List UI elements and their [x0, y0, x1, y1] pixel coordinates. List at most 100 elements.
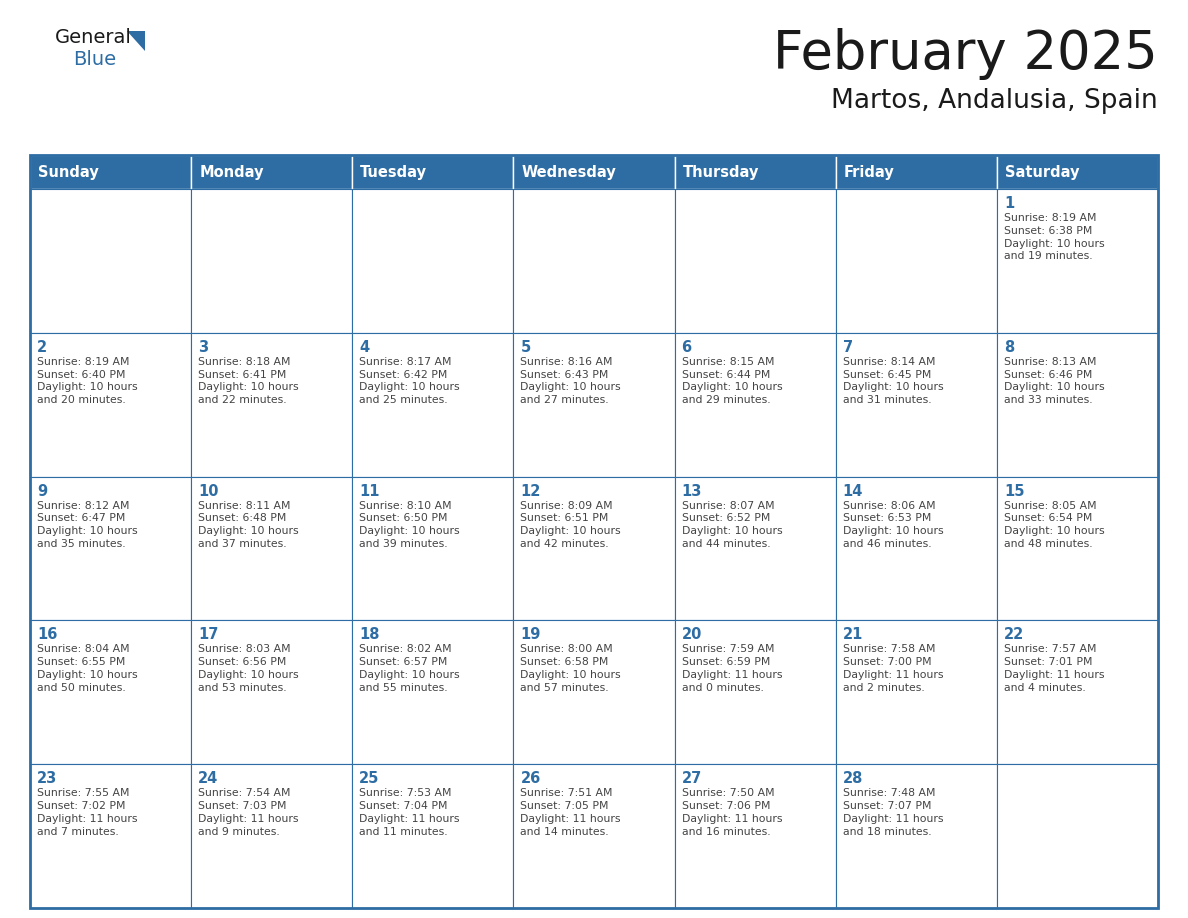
Text: Friday: Friday [843, 164, 895, 180]
Bar [30, 764, 191, 908]
Text: Sunrise: 7:54 AM
Sunset: 7:03 PM
Daylight: 11 hours
and 9 minutes.: Sunrise: 7:54 AM Sunset: 7:03 PM Dayligh… [198, 789, 298, 836]
Bar [675, 764, 835, 908]
Text: Sunrise: 7:57 AM
Sunset: 7:01 PM
Daylight: 11 hours
and 4 minutes.: Sunrise: 7:57 AM Sunset: 7:01 PM Dayligh… [1004, 644, 1105, 693]
Bar [835, 333, 997, 476]
Text: Sunrise: 8:19 AM
Sunset: 6:40 PM
Daylight: 10 hours
and 20 minutes.: Sunrise: 8:19 AM Sunset: 6:40 PM Dayligh… [37, 357, 138, 405]
Text: February 2025: February 2025 [773, 28, 1158, 80]
Text: 27: 27 [682, 771, 702, 786]
Text: Sunrise: 7:53 AM
Sunset: 7:04 PM
Daylight: 11 hours
and 11 minutes.: Sunrise: 7:53 AM Sunset: 7:04 PM Dayligh… [359, 789, 460, 836]
Text: Martos, Andalusia, Spain: Martos, Andalusia, Spain [832, 88, 1158, 114]
Text: 22: 22 [1004, 627, 1024, 643]
Text: 3: 3 [198, 340, 208, 354]
Text: Wednesday: Wednesday [522, 164, 617, 180]
Bar [513, 476, 675, 621]
Bar [997, 189, 1158, 333]
Text: Sunrise: 8:09 AM
Sunset: 6:51 PM
Daylight: 10 hours
and 42 minutes.: Sunrise: 8:09 AM Sunset: 6:51 PM Dayligh… [520, 500, 621, 549]
Bar [675, 155, 835, 189]
Text: Tuesday: Tuesday [360, 164, 428, 180]
Bar [675, 476, 835, 621]
Polygon shape [127, 31, 145, 51]
Text: Sunrise: 8:02 AM
Sunset: 6:57 PM
Daylight: 10 hours
and 55 minutes.: Sunrise: 8:02 AM Sunset: 6:57 PM Dayligh… [359, 644, 460, 693]
Text: Sunrise: 8:12 AM
Sunset: 6:47 PM
Daylight: 10 hours
and 35 minutes.: Sunrise: 8:12 AM Sunset: 6:47 PM Dayligh… [37, 500, 138, 549]
Bar [191, 155, 353, 189]
Text: Sunrise: 8:14 AM
Sunset: 6:45 PM
Daylight: 10 hours
and 31 minutes.: Sunrise: 8:14 AM Sunset: 6:45 PM Dayligh… [842, 357, 943, 405]
Text: Sunrise: 7:55 AM
Sunset: 7:02 PM
Daylight: 11 hours
and 7 minutes.: Sunrise: 7:55 AM Sunset: 7:02 PM Dayligh… [37, 789, 138, 836]
Bar [835, 189, 997, 333]
Text: 10: 10 [198, 484, 219, 498]
Bar [835, 155, 997, 189]
Text: Sunrise: 8:18 AM
Sunset: 6:41 PM
Daylight: 10 hours
and 22 minutes.: Sunrise: 8:18 AM Sunset: 6:41 PM Dayligh… [198, 357, 298, 405]
Text: Sunrise: 8:17 AM
Sunset: 6:42 PM
Daylight: 10 hours
and 25 minutes.: Sunrise: 8:17 AM Sunset: 6:42 PM Dayligh… [359, 357, 460, 405]
Text: 24: 24 [198, 771, 219, 786]
Bar [191, 189, 353, 333]
Text: 5: 5 [520, 340, 531, 354]
Text: Sunrise: 7:58 AM
Sunset: 7:00 PM
Daylight: 11 hours
and 2 minutes.: Sunrise: 7:58 AM Sunset: 7:00 PM Dayligh… [842, 644, 943, 693]
Bar [353, 621, 513, 764]
Text: Sunrise: 8:03 AM
Sunset: 6:56 PM
Daylight: 10 hours
and 53 minutes.: Sunrise: 8:03 AM Sunset: 6:56 PM Dayligh… [198, 644, 298, 693]
Bar [675, 189, 835, 333]
Bar [353, 189, 513, 333]
Text: 23: 23 [37, 771, 57, 786]
Bar [835, 476, 997, 621]
Text: 13: 13 [682, 484, 702, 498]
Text: 18: 18 [359, 627, 380, 643]
Text: Blue: Blue [72, 50, 116, 69]
Bar [30, 155, 1158, 908]
Text: Sunrise: 8:13 AM
Sunset: 6:46 PM
Daylight: 10 hours
and 33 minutes.: Sunrise: 8:13 AM Sunset: 6:46 PM Dayligh… [1004, 357, 1105, 405]
Text: 9: 9 [37, 484, 48, 498]
Text: 1: 1 [1004, 196, 1015, 211]
Text: Sunday: Sunday [38, 164, 99, 180]
Bar [997, 764, 1158, 908]
Text: 7: 7 [842, 340, 853, 354]
Text: Sunrise: 7:48 AM
Sunset: 7:07 PM
Daylight: 11 hours
and 18 minutes.: Sunrise: 7:48 AM Sunset: 7:07 PM Dayligh… [842, 789, 943, 836]
Text: 20: 20 [682, 627, 702, 643]
Bar [997, 476, 1158, 621]
Text: 17: 17 [198, 627, 219, 643]
Bar [353, 764, 513, 908]
Text: 2: 2 [37, 340, 48, 354]
Text: Sunrise: 7:51 AM
Sunset: 7:05 PM
Daylight: 11 hours
and 14 minutes.: Sunrise: 7:51 AM Sunset: 7:05 PM Dayligh… [520, 789, 621, 836]
Bar [513, 764, 675, 908]
Text: Sunrise: 8:07 AM
Sunset: 6:52 PM
Daylight: 10 hours
and 44 minutes.: Sunrise: 8:07 AM Sunset: 6:52 PM Dayligh… [682, 500, 782, 549]
Bar [997, 621, 1158, 764]
Bar [353, 155, 513, 189]
Text: 12: 12 [520, 484, 541, 498]
Text: Sunrise: 8:04 AM
Sunset: 6:55 PM
Daylight: 10 hours
and 50 minutes.: Sunrise: 8:04 AM Sunset: 6:55 PM Dayligh… [37, 644, 138, 693]
Text: Sunrise: 7:59 AM
Sunset: 6:59 PM
Daylight: 11 hours
and 0 minutes.: Sunrise: 7:59 AM Sunset: 6:59 PM Dayligh… [682, 644, 782, 693]
Text: 8: 8 [1004, 340, 1015, 354]
Text: 28: 28 [842, 771, 864, 786]
Bar [513, 621, 675, 764]
Bar [30, 621, 191, 764]
Text: Saturday: Saturday [1005, 164, 1080, 180]
Bar [513, 189, 675, 333]
Bar [997, 155, 1158, 189]
Text: Sunrise: 8:19 AM
Sunset: 6:38 PM
Daylight: 10 hours
and 19 minutes.: Sunrise: 8:19 AM Sunset: 6:38 PM Dayligh… [1004, 213, 1105, 262]
Bar [353, 333, 513, 476]
Text: Sunrise: 8:11 AM
Sunset: 6:48 PM
Daylight: 10 hours
and 37 minutes.: Sunrise: 8:11 AM Sunset: 6:48 PM Dayligh… [198, 500, 298, 549]
Text: 14: 14 [842, 484, 864, 498]
Text: 21: 21 [842, 627, 864, 643]
Text: Monday: Monday [200, 164, 264, 180]
Text: Sunrise: 8:06 AM
Sunset: 6:53 PM
Daylight: 10 hours
and 46 minutes.: Sunrise: 8:06 AM Sunset: 6:53 PM Dayligh… [842, 500, 943, 549]
Bar [191, 333, 353, 476]
Text: 15: 15 [1004, 484, 1024, 498]
Text: Sunrise: 8:15 AM
Sunset: 6:44 PM
Daylight: 10 hours
and 29 minutes.: Sunrise: 8:15 AM Sunset: 6:44 PM Dayligh… [682, 357, 782, 405]
Bar [191, 621, 353, 764]
Bar [30, 476, 191, 621]
Text: Sunrise: 8:16 AM
Sunset: 6:43 PM
Daylight: 10 hours
and 27 minutes.: Sunrise: 8:16 AM Sunset: 6:43 PM Dayligh… [520, 357, 621, 405]
Bar [513, 333, 675, 476]
Bar [30, 189, 191, 333]
Text: 16: 16 [37, 627, 57, 643]
Text: Sunrise: 8:00 AM
Sunset: 6:58 PM
Daylight: 10 hours
and 57 minutes.: Sunrise: 8:00 AM Sunset: 6:58 PM Dayligh… [520, 644, 621, 693]
Text: 26: 26 [520, 771, 541, 786]
Text: 6: 6 [682, 340, 691, 354]
Bar [675, 333, 835, 476]
Text: Sunrise: 7:50 AM
Sunset: 7:06 PM
Daylight: 11 hours
and 16 minutes.: Sunrise: 7:50 AM Sunset: 7:06 PM Dayligh… [682, 789, 782, 836]
Bar [997, 333, 1158, 476]
Text: 11: 11 [359, 484, 380, 498]
Text: 19: 19 [520, 627, 541, 643]
Text: 25: 25 [359, 771, 380, 786]
Bar [513, 155, 675, 189]
Text: Sunrise: 8:05 AM
Sunset: 6:54 PM
Daylight: 10 hours
and 48 minutes.: Sunrise: 8:05 AM Sunset: 6:54 PM Dayligh… [1004, 500, 1105, 549]
Text: Sunrise: 8:10 AM
Sunset: 6:50 PM
Daylight: 10 hours
and 39 minutes.: Sunrise: 8:10 AM Sunset: 6:50 PM Dayligh… [359, 500, 460, 549]
